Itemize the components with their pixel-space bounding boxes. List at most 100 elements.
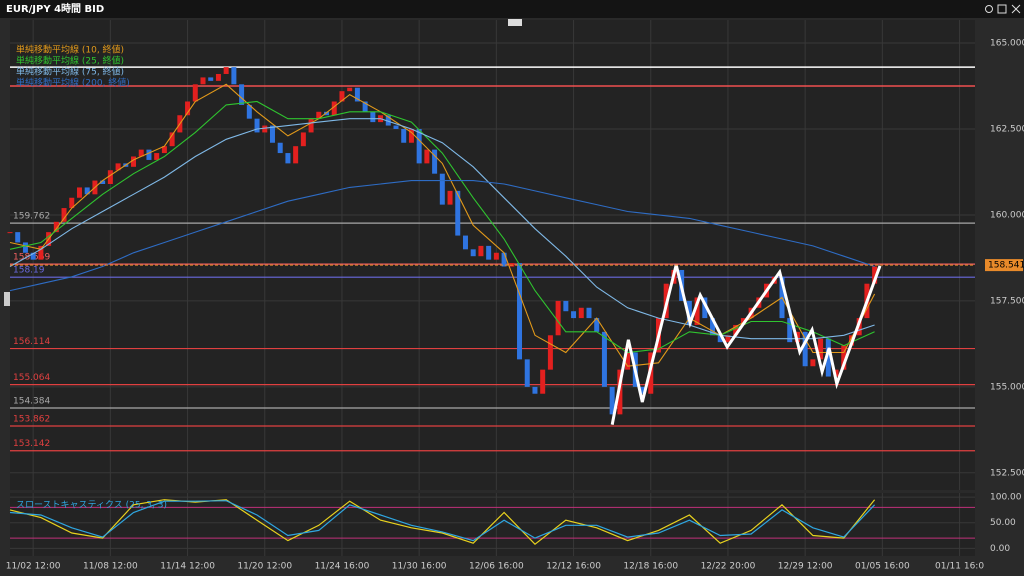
candle — [818, 338, 824, 360]
x-tick-label: 01/11 16:0 — [935, 562, 984, 572]
title-bar — [0, 0, 1024, 18]
candle — [787, 318, 793, 343]
candle — [370, 111, 376, 123]
x-tick-label: 11/30 16:00 — [392, 562, 447, 572]
candle — [38, 245, 44, 260]
candle — [439, 173, 445, 205]
candle — [22, 242, 28, 253]
candle — [493, 252, 499, 260]
candle — [84, 187, 90, 195]
candle — [841, 345, 847, 370]
legend-entry: 単純移動平均線 (75, 終値) — [16, 66, 124, 78]
y-tick-label: 155.000 — [990, 382, 1024, 392]
candle — [686, 300, 692, 325]
candle — [146, 149, 152, 160]
stoch-line — [9, 500, 876, 542]
candle — [470, 249, 476, 257]
candle — [393, 125, 399, 129]
level-label: 155.064 — [13, 373, 50, 383]
x-tick-label: 12/12 16:00 — [546, 562, 601, 572]
candle — [872, 266, 878, 284]
candle — [640, 386, 646, 394]
side-tab[interactable] — [4, 292, 10, 306]
candle — [308, 118, 314, 133]
candle — [447, 190, 453, 205]
candle — [408, 128, 414, 143]
candle — [532, 386, 538, 394]
candle — [208, 77, 214, 81]
candle — [825, 338, 831, 377]
candle — [192, 84, 198, 102]
panel-tab[interactable] — [508, 19, 522, 26]
candle — [547, 335, 553, 370]
candle — [462, 235, 468, 250]
candle — [625, 352, 631, 370]
moving-average — [9, 100, 875, 354]
candle — [571, 311, 577, 319]
candle — [385, 115, 391, 126]
help-button[interactable] — [985, 5, 993, 13]
candle — [293, 146, 299, 164]
y-tick-label: 165.000 — [990, 39, 1024, 49]
candle — [594, 318, 600, 332]
price-panel — [10, 20, 975, 490]
x-tick-label: 12/18 16:00 — [623, 562, 678, 572]
last-price-box — [985, 259, 1023, 272]
legend-entry: 単純移動平均線 (25, 終値) — [16, 55, 124, 67]
stoch-line — [9, 499, 876, 546]
candle — [331, 101, 337, 116]
close-button[interactable] — [1011, 4, 1021, 14]
candle — [76, 187, 82, 198]
candle — [517, 263, 523, 360]
candle — [161, 146, 167, 154]
candle — [733, 324, 739, 336]
candle — [107, 170, 113, 185]
level-label: 159.762 — [13, 212, 50, 222]
y-tick-label: 100.00 — [990, 493, 1022, 503]
level-label: 153.862 — [13, 414, 50, 424]
candle — [354, 87, 360, 102]
x-tick-label: 12/29 12:00 — [778, 562, 833, 572]
candle — [7, 232, 13, 234]
candle — [154, 153, 160, 160]
candle — [254, 118, 260, 133]
candle — [100, 180, 106, 185]
candle — [401, 128, 407, 143]
candle — [215, 73, 221, 81]
candle — [486, 245, 492, 260]
window-buttons[interactable] — [985, 4, 1021, 14]
zigzag-annotation — [610, 264, 882, 425]
candle — [185, 101, 191, 116]
candle — [540, 369, 546, 394]
x-tick-label: 11/02 12:00 — [6, 562, 61, 572]
candle — [300, 132, 306, 147]
candle — [277, 142, 283, 154]
level-label: 154.384 — [13, 397, 50, 407]
candle — [833, 369, 839, 377]
candle — [586, 307, 592, 319]
candle — [53, 221, 59, 233]
candle — [416, 128, 422, 164]
candle — [501, 252, 507, 267]
y-tick-label: 157.500 — [990, 296, 1024, 306]
last-price-label: 158.541 — [988, 261, 1024, 271]
x-tick-label: 11/14 12:00 — [160, 562, 215, 572]
candle — [563, 300, 569, 312]
candle — [200, 77, 206, 85]
maximize-button[interactable] — [997, 4, 1007, 14]
candle — [223, 67, 229, 74]
candle — [432, 149, 438, 174]
candle — [138, 149, 144, 157]
y-tick-label: 152.500 — [990, 468, 1024, 478]
candle — [131, 156, 137, 167]
candle — [609, 386, 615, 415]
candle — [601, 331, 607, 387]
candle — [15, 232, 21, 243]
level-label: 158.19 — [13, 266, 45, 276]
moving-average — [9, 118, 875, 340]
candle — [239, 84, 245, 105]
candle — [455, 190, 461, 236]
x-tick-label: 11/20 12:00 — [237, 562, 292, 572]
candle — [269, 125, 275, 143]
candle — [694, 297, 700, 325]
